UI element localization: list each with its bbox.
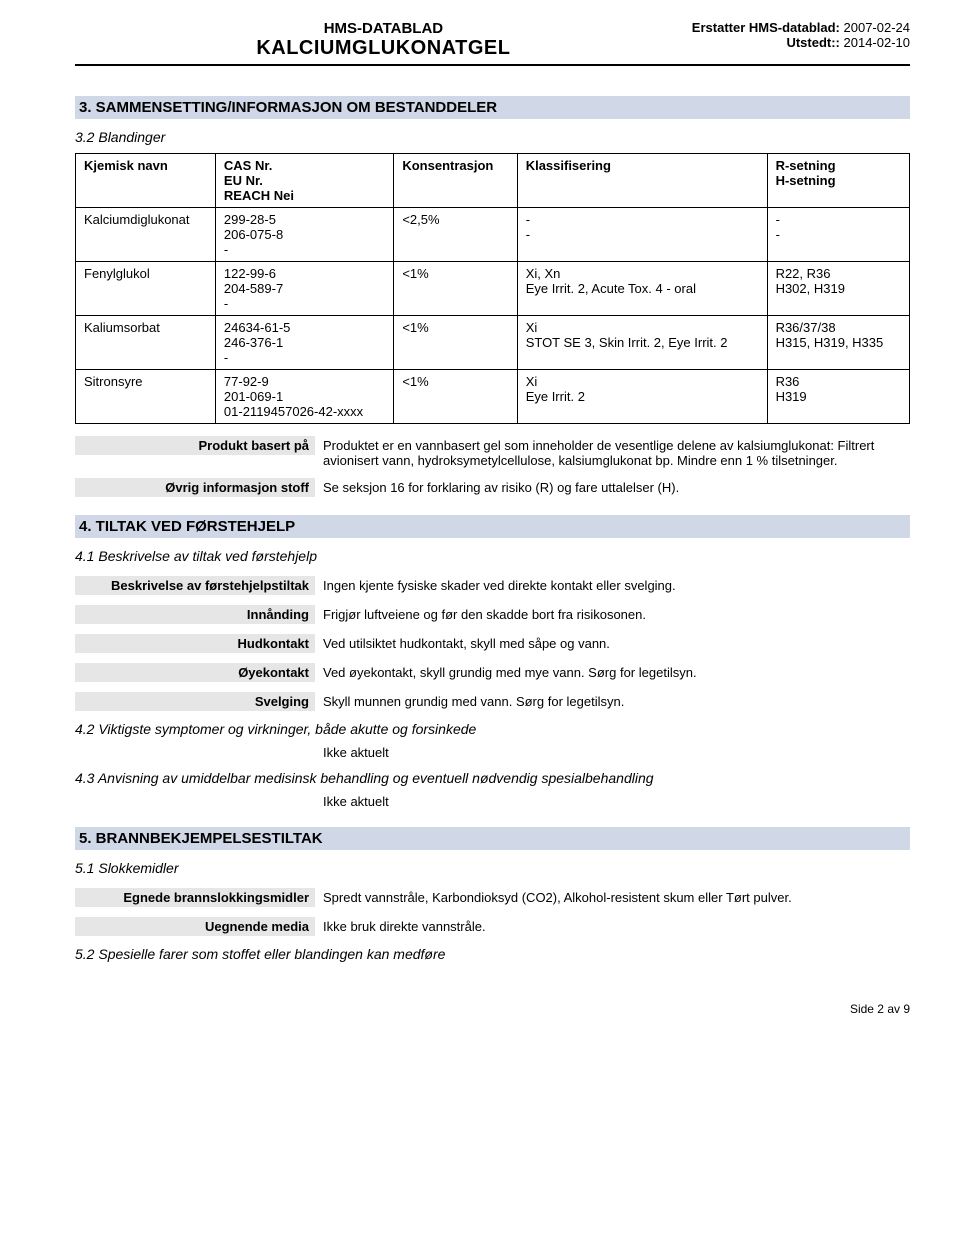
first-aid-block: Beskrivelse av førstehjelpstiltak Ingen … bbox=[75, 576, 910, 711]
header-title-block: HMS-DATABLAD KALCIUMGLUKONATGEL bbox=[75, 20, 692, 60]
cell-conc: <1% bbox=[394, 316, 517, 370]
issued-date: 2014-02-10 bbox=[844, 35, 911, 50]
cell-name: Sitronsyre bbox=[76, 370, 216, 424]
section-5-heading: 5. BRANNBEKJEMPELSESTILTAK bbox=[75, 827, 910, 850]
page-footer: Side 2 av 9 bbox=[75, 1002, 910, 1016]
col-ids: CAS Nr. EU Nr. REACH Nei bbox=[215, 154, 393, 208]
table-row: Fenylglukol 122-99-6 204-589-7 - <1% Xi,… bbox=[76, 262, 910, 316]
kv-row: Øyekontakt Ved øyekontakt, skyll grundig… bbox=[75, 663, 910, 682]
section-4-2-sub: 4.2 Viktigste symptomer og virkninger, b… bbox=[75, 721, 910, 737]
section-5-2-sub: 5.2 Spesielle farer som stoffet eller bl… bbox=[75, 946, 910, 962]
cell-class: Xi STOT SE 3, Skin Irrit. 2, Eye Irrit. … bbox=[517, 316, 767, 370]
section-4-3-sub: 4.3 Anvisning av umiddelbar medisinsk be… bbox=[75, 770, 910, 786]
cell-conc: <1% bbox=[394, 370, 517, 424]
header-meta: Erstatter HMS-datablad: 2007-02-24 Utste… bbox=[692, 20, 910, 50]
section-3-2-sub: 3.2 Blandinger bbox=[75, 129, 910, 145]
cell-rh: R22, R36 H302, H319 bbox=[767, 262, 909, 316]
document-header: HMS-DATABLAD KALCIUMGLUKONATGEL Erstatte… bbox=[75, 20, 910, 66]
kv-value: Ikke bruk direkte vannstråle. bbox=[323, 917, 910, 934]
section-4-heading: 4. TILTAK VED FØRSTEHJELP bbox=[75, 515, 910, 538]
replaces-date: 2007-02-24 bbox=[844, 20, 911, 35]
table-header-row: Kjemisk navn CAS Nr. EU Nr. REACH Nei Ko… bbox=[76, 154, 910, 208]
kv-row: Produkt basert på Produktet er en vannba… bbox=[75, 436, 910, 468]
kv-key: Øyekontakt bbox=[75, 663, 315, 682]
kv-value: Ingen kjente fysiske skader ved direkte … bbox=[323, 576, 910, 593]
section-4-1-sub: 4.1 Beskrivelse av tiltak ved førstehjel… bbox=[75, 548, 910, 564]
col-classification: Klassifisering bbox=[517, 154, 767, 208]
kv-value: Skyll munnen grundig med vann. Sørg for … bbox=[323, 692, 910, 709]
kv-value: Se seksjon 16 for forklaring av risiko (… bbox=[323, 478, 910, 495]
table-row: Kaliumsorbat 24634-61-5 246-376-1 - <1% … bbox=[76, 316, 910, 370]
cell-conc: <2,5% bbox=[394, 208, 517, 262]
cell-name: Kaliumsorbat bbox=[76, 316, 216, 370]
cell-rh: R36/37/38 H315, H319, H335 bbox=[767, 316, 909, 370]
table-row: Kalciumdiglukonat 299-28-5 206-075-8 - <… bbox=[76, 208, 910, 262]
cell-class: Xi, Xn Eye Irrit. 2, Acute Tox. 4 - oral bbox=[517, 262, 767, 316]
cell-name: Fenylglukol bbox=[76, 262, 216, 316]
kv-row: Beskrivelse av førstehjelpstiltak Ingen … bbox=[75, 576, 910, 595]
cell-ids: 24634-61-5 246-376-1 - bbox=[215, 316, 393, 370]
section-5-1-sub: 5.1 Slokkemidler bbox=[75, 860, 910, 876]
kv-value: Frigjør luftveiene og før den skadde bor… bbox=[323, 605, 910, 622]
issued-row: Utstedt:: 2014-02-10 bbox=[692, 35, 910, 50]
kv-row: Hudkontakt Ved utilsiktet hudkontakt, sk… bbox=[75, 634, 910, 653]
replaces-label: Erstatter HMS-datablad: bbox=[692, 20, 840, 35]
kv-key: Produkt basert på bbox=[75, 436, 315, 455]
table-row: Sitronsyre 77-92-9 201-069-1 01-21194570… bbox=[76, 370, 910, 424]
cell-class: Xi Eye Irrit. 2 bbox=[517, 370, 767, 424]
section-4-3-value: Ikke aktuelt bbox=[323, 794, 910, 809]
kv-key: Svelging bbox=[75, 692, 315, 711]
col-concentration: Konsentrasjon bbox=[394, 154, 517, 208]
kv-value: Ved øyekontakt, skyll grundig med mye va… bbox=[323, 663, 910, 680]
cell-ids: 299-28-5 206-075-8 - bbox=[215, 208, 393, 262]
section-4-2-value: Ikke aktuelt bbox=[323, 745, 910, 760]
fire-fighting-block: Egnede brannslokkingsmidler Spredt vanns… bbox=[75, 888, 910, 936]
ingredients-tbody: Kalciumdiglukonat 299-28-5 206-075-8 - <… bbox=[76, 208, 910, 424]
kv-row: Innånding Frigjør luftveiene og før den … bbox=[75, 605, 910, 624]
kv-row: Uegnende media Ikke bruk direkte vannstr… bbox=[75, 917, 910, 936]
ingredients-table: Kjemisk navn CAS Nr. EU Nr. REACH Nei Ko… bbox=[75, 153, 910, 424]
kv-key: Innånding bbox=[75, 605, 315, 624]
issued-label: Utstedt:: bbox=[786, 35, 839, 50]
cell-ids: 77-92-9 201-069-1 01-2119457026-42-xxxx bbox=[215, 370, 393, 424]
kv-row: Egnede brannslokkingsmidler Spredt vanns… bbox=[75, 888, 910, 907]
cell-rh: - - bbox=[767, 208, 909, 262]
kv-row: Øvrig informasjon stoff Se seksjon 16 fo… bbox=[75, 478, 910, 497]
kv-row: Svelging Skyll munnen grundig med vann. … bbox=[75, 692, 910, 711]
cell-ids: 122-99-6 204-589-7 - bbox=[215, 262, 393, 316]
kv-value: Spredt vannstråle, Karbondioksyd (CO2), … bbox=[323, 888, 910, 905]
cell-class: - - bbox=[517, 208, 767, 262]
col-chemical-name: Kjemisk navn bbox=[76, 154, 216, 208]
cell-conc: <1% bbox=[394, 262, 517, 316]
section-3-notes: Produkt basert på Produktet er en vannba… bbox=[75, 436, 910, 497]
kv-key: Egnede brannslokkingsmidler bbox=[75, 888, 315, 907]
kv-key: Hudkontakt bbox=[75, 634, 315, 653]
section-3-heading: 3. SAMMENSETTING/INFORMASJON OM BESTANDD… bbox=[75, 96, 910, 119]
kv-value: Produktet er en vannbasert gel som inneh… bbox=[323, 436, 910, 468]
product-title: KALCIUMGLUKONATGEL bbox=[75, 37, 692, 60]
kv-key: Øvrig informasjon stoff bbox=[75, 478, 315, 497]
hms-label: HMS-DATABLAD bbox=[75, 20, 692, 37]
replaces-row: Erstatter HMS-datablad: 2007-02-24 bbox=[692, 20, 910, 35]
kv-key: Uegnende media bbox=[75, 917, 315, 936]
cell-rh: R36 H319 bbox=[767, 370, 909, 424]
kv-value: Ved utilsiktet hudkontakt, skyll med såp… bbox=[323, 634, 910, 651]
cell-name: Kalciumdiglukonat bbox=[76, 208, 216, 262]
col-r-h-setning: R-setning H-setning bbox=[767, 154, 909, 208]
kv-key: Beskrivelse av førstehjelpstiltak bbox=[75, 576, 315, 595]
